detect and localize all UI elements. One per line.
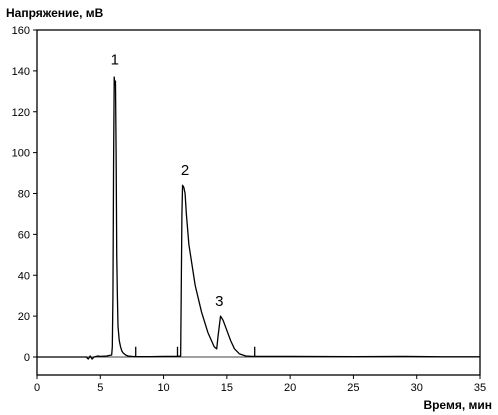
plot-frame — [36, 29, 481, 376]
chromatogram-line — [37, 76, 480, 360]
x-axis-ticks: 0 5 10 15 20 25 30 35 — [34, 375, 486, 394]
x-tick-label: 20 — [284, 382, 296, 394]
peak-label: 1 — [111, 52, 119, 69]
y-tick-label: 60 — [18, 229, 30, 241]
x-tick-label: 25 — [347, 382, 359, 394]
peak-annotations: 1 2 3 — [111, 52, 224, 310]
y-axis-ticks: 0 20 40 60 80 100 120 140 160 — [12, 25, 37, 364]
y-axis-label: Напряжение, мВ — [6, 6, 104, 20]
y-tick-label: 40 — [18, 270, 30, 282]
peak-label: 2 — [181, 162, 189, 179]
y-tick-label: 120 — [12, 107, 30, 119]
x-tick-label: 10 — [157, 382, 169, 394]
y-tick-label: 100 — [12, 148, 30, 160]
y-tick-label: 160 — [12, 25, 30, 37]
x-tick-label: 35 — [474, 382, 486, 394]
series-layer — [37, 76, 480, 360]
y-tick-label: 140 — [12, 66, 30, 78]
x-tick-label: 30 — [411, 382, 423, 394]
peak-label: 3 — [215, 293, 223, 310]
spike-layer — [135, 346, 256, 357]
x-axis-label: Время, мин — [423, 398, 492, 412]
y-tick-label: 80 — [18, 189, 30, 201]
x-tick-label: 15 — [221, 382, 233, 394]
x-tick-label: 0 — [34, 382, 40, 394]
y-tick-label: 20 — [18, 311, 30, 323]
x-tick-label: 5 — [97, 382, 103, 394]
y-tick-label: 0 — [24, 352, 30, 364]
